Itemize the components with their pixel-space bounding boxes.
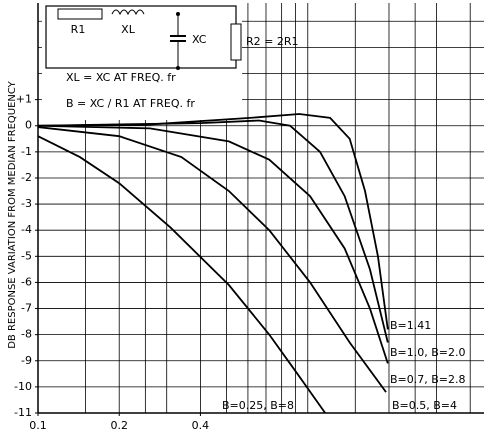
curve-label: B=1.41 — [390, 319, 431, 332]
y-tick-label: -4 — [21, 223, 32, 236]
capacitor-gap — [170, 36, 186, 41]
y-tick-label: -9 — [21, 354, 32, 367]
y-tick-label: -1 — [21, 145, 32, 158]
y-tick-label: -5 — [21, 249, 32, 262]
curve — [37, 126, 387, 393]
x-tick-label: 0.4 — [192, 419, 210, 432]
curve — [37, 113, 389, 330]
y-tick-label: +1 — [16, 93, 32, 106]
annotation: R2 = 2R1 — [246, 35, 299, 48]
curve — [37, 135, 326, 414]
inset-box — [42, 3, 242, 120]
annotation: XL — [121, 23, 136, 36]
curve — [37, 124, 389, 364]
annotation: B = XC / R1 AT FREQ. fr — [66, 97, 195, 110]
annotation: XC — [192, 33, 207, 46]
y-tick-label: -3 — [21, 197, 32, 210]
resistor-r1 — [57, 8, 103, 20]
y-tick-label: -6 — [21, 275, 32, 288]
curve-label: B=0.7, B=2.8 — [390, 373, 466, 386]
y-tick-label: -7 — [21, 302, 32, 315]
y-tick-label: -2 — [21, 171, 32, 184]
y-tick-label: 0 — [25, 119, 32, 132]
y-tick-label: -10 — [14, 380, 32, 393]
resistor-r2 — [230, 23, 242, 61]
inductor-xl — [111, 9, 145, 16]
y-tick-label: -11 — [14, 406, 32, 419]
y-tick-label: -8 — [21, 328, 32, 341]
curve-label: B=1.0, B=2.0 — [390, 346, 466, 359]
annotation: XL = XC AT FREQ. fr — [66, 71, 176, 84]
annotation: R1 — [71, 23, 86, 36]
y-axis-label: DB RESPONSE VARIATION FROM MEDIAN FREQUE… — [7, 80, 18, 348]
x-tick-label: 0.1 — [29, 419, 47, 432]
x-tick-label: 0.2 — [110, 419, 128, 432]
curve-label: B=0.5, B=4 — [392, 399, 457, 412]
curve — [37, 119, 389, 343]
curve-label: B=0.25, B=8 — [222, 399, 294, 412]
